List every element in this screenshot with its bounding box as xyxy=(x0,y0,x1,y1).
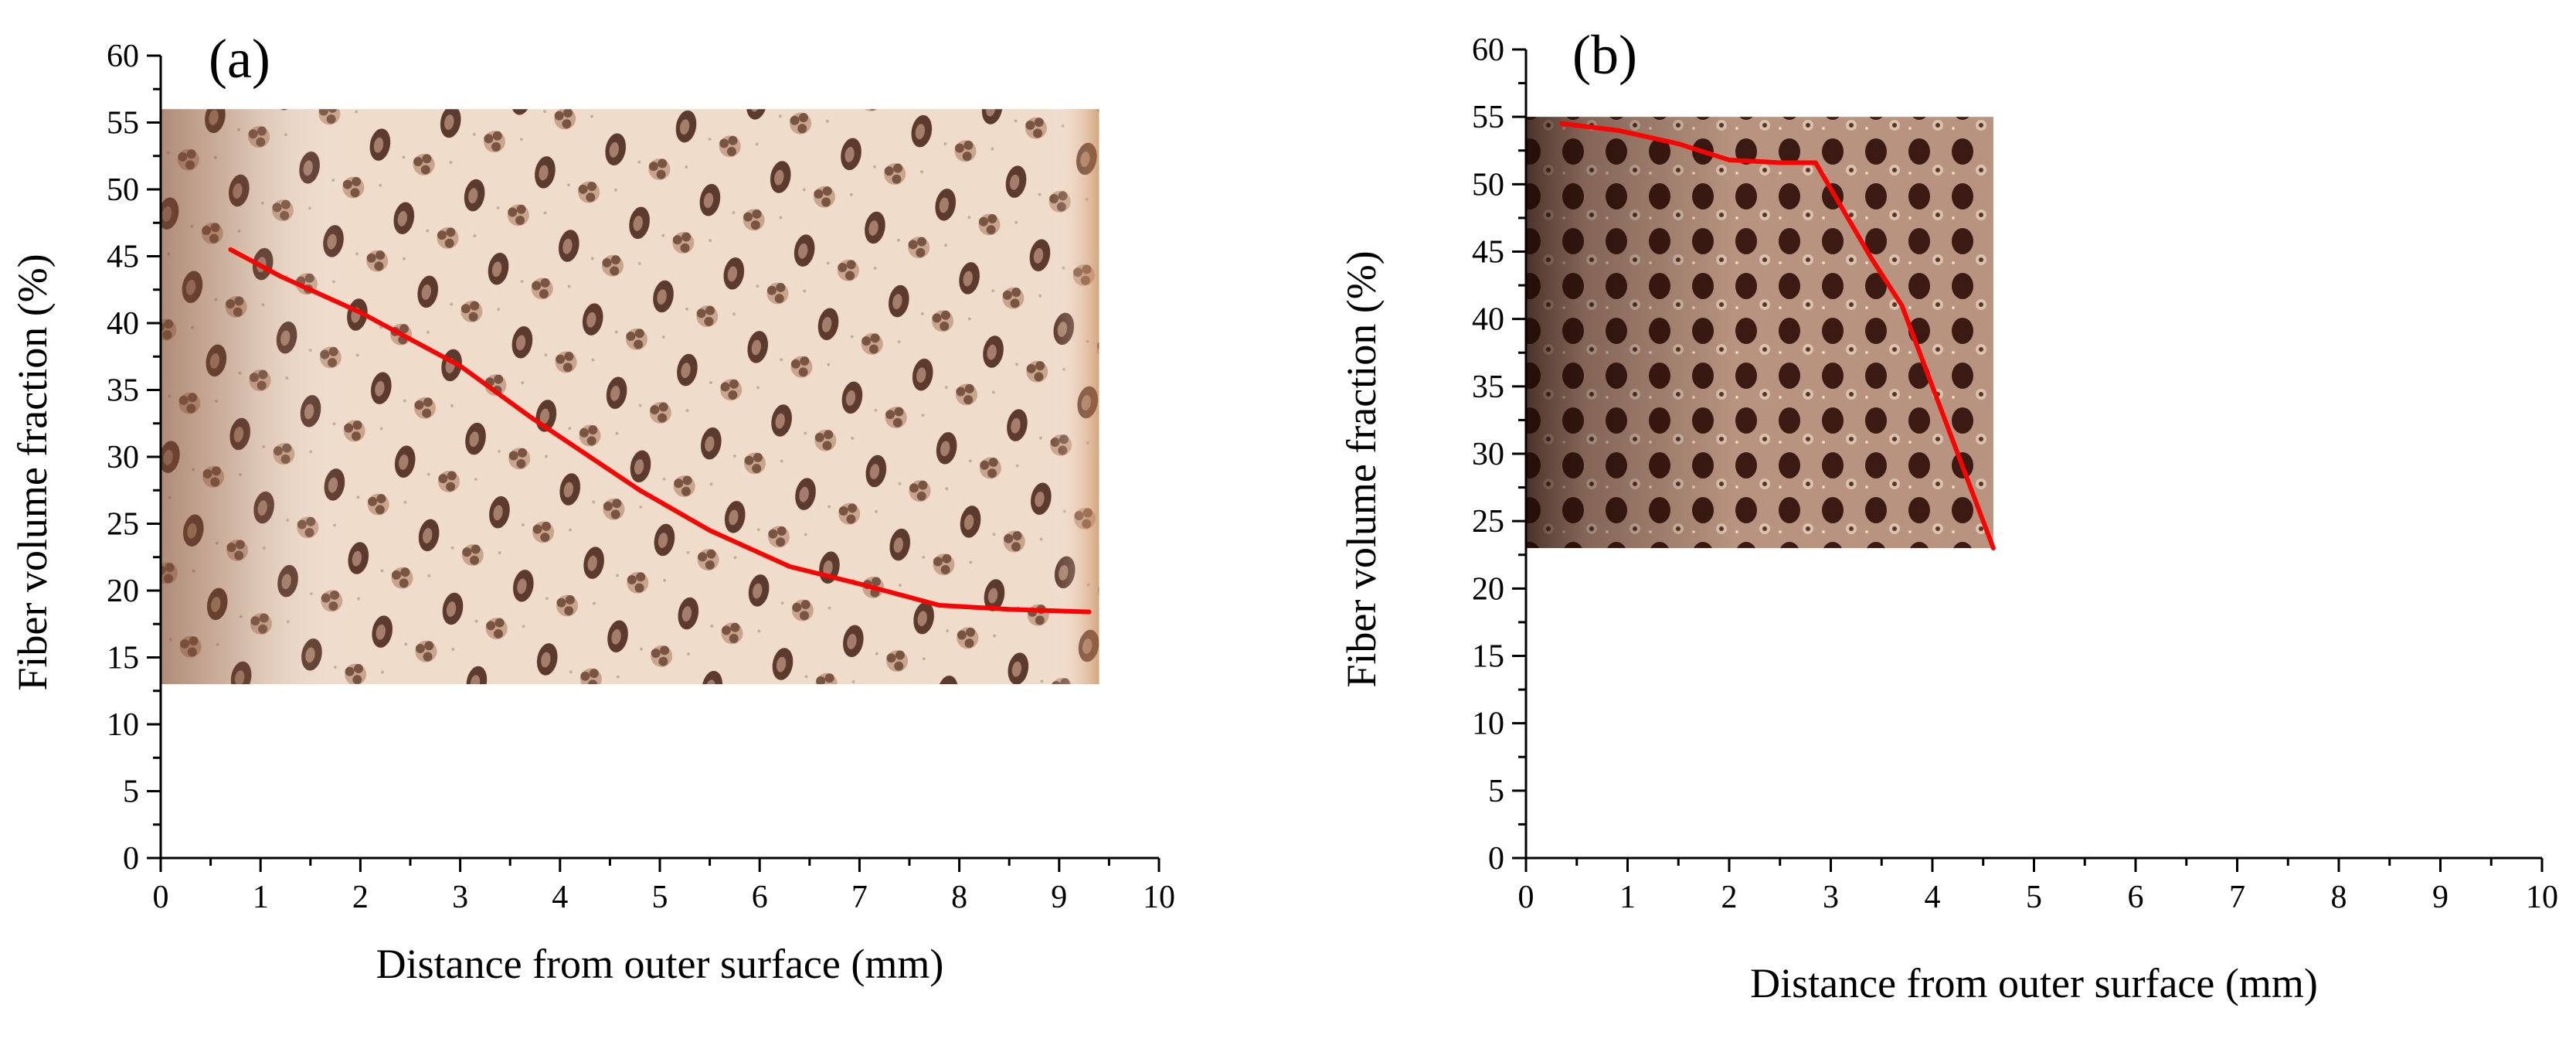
y-tick-label: 5 xyxy=(123,775,139,810)
y-tick-label: 15 xyxy=(107,641,139,676)
panel-label: (a) xyxy=(209,28,270,90)
x-tick-label: 2 xyxy=(1721,880,1738,915)
y-tick-label: 10 xyxy=(107,707,139,743)
y-tick-label: 25 xyxy=(107,507,139,543)
y-tick-label: 55 xyxy=(107,106,139,141)
y-axis-label: Fiber volume fraction (%) xyxy=(9,254,56,690)
chart-panel-b: 0 1 2 3 4 5 6 7 8 9 10051015202530354045505560Dist… xyxy=(1338,24,2558,1006)
y-tick-label: 35 xyxy=(1472,369,1504,405)
x-tick-label: 1 xyxy=(1619,880,1636,915)
x-tick-label: 5 xyxy=(652,880,668,915)
y-tick-label: 0 xyxy=(123,841,139,877)
y-tick-label: 50 xyxy=(107,172,139,208)
x-tick-label: 0 xyxy=(1518,880,1534,915)
x-tick-label: 6 xyxy=(752,880,768,915)
y-tick-label: 20 xyxy=(107,574,139,609)
y-tick-label: 30 xyxy=(107,440,139,475)
y-tick-label: 0 xyxy=(1488,841,1504,877)
x-tick-label: 10 xyxy=(2526,880,2558,915)
x-tick-label: 4 xyxy=(1925,880,1941,915)
series-line xyxy=(228,247,1092,615)
x-tick-label: 5 xyxy=(2026,880,2042,915)
y-tick-label: 30 xyxy=(1472,437,1504,472)
x-tick-label: 10 xyxy=(1143,880,1175,915)
y-tick-label: 20 xyxy=(1472,571,1504,607)
y-tick-label: 60 xyxy=(1472,32,1504,68)
x-axis-label: Distance from outer surface (mm) xyxy=(1750,960,2318,1006)
x-tick-label: 3 xyxy=(1823,880,1839,915)
x-tick-label: 8 xyxy=(951,880,967,915)
x-tick-label: 1 xyxy=(253,880,269,915)
y-tick-label: 10 xyxy=(1472,707,1504,742)
x-tick-label: 9 xyxy=(1051,880,1067,915)
panel-label: (b) xyxy=(1572,24,1637,86)
x-axis-label: Distance from outer surface (mm) xyxy=(376,941,944,987)
y-axis-label: Fiber volume fraction (%) xyxy=(1338,250,1385,687)
y-tick-label: 5 xyxy=(1488,774,1504,809)
y-tick-label: 45 xyxy=(1472,235,1504,271)
x-tick-label: 7 xyxy=(2229,880,2245,915)
x-tick-label: 7 xyxy=(851,880,868,915)
x-tick-label: 3 xyxy=(452,880,468,915)
y-tick-label: 40 xyxy=(1472,302,1504,338)
x-tick-label: 6 xyxy=(2128,880,2144,915)
y-tick-label: 45 xyxy=(107,240,139,275)
x-tick-label: 0 xyxy=(153,880,169,915)
y-tick-label: 25 xyxy=(1472,504,1504,540)
chart-panel-a: 0 1 2 3 4 5 6 7 8 9 10051015202530354045505560Dist… xyxy=(9,28,1175,987)
y-tick-label: 55 xyxy=(1472,100,1504,135)
y-tick-label: 40 xyxy=(107,306,139,342)
x-tick-label: 8 xyxy=(2331,880,2347,915)
micrograph-shading xyxy=(1526,117,1993,549)
y-tick-label: 15 xyxy=(1472,639,1504,675)
y-tick-label: 50 xyxy=(1472,167,1504,203)
series-line xyxy=(1559,121,1996,551)
x-tick-label: 2 xyxy=(352,880,369,915)
x-tick-label: 4 xyxy=(552,880,568,915)
micrograph-shading xyxy=(161,109,1099,685)
x-tick-label: 9 xyxy=(2432,880,2449,915)
y-tick-label: 35 xyxy=(107,373,139,409)
y-tick-label: 60 xyxy=(107,39,139,74)
